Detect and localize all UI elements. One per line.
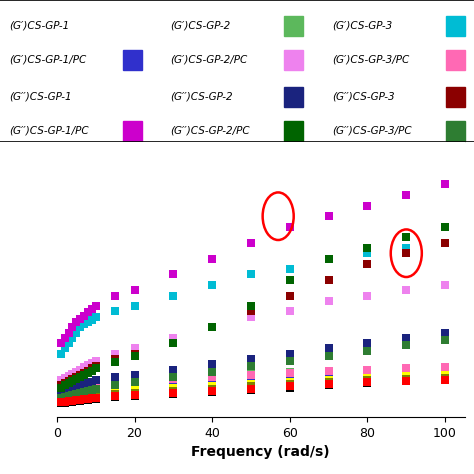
FancyBboxPatch shape	[446, 87, 465, 107]
Text: (G′′)CS-GP-1: (G′′)CS-GP-1	[9, 91, 72, 102]
FancyBboxPatch shape	[446, 16, 465, 36]
FancyBboxPatch shape	[284, 50, 303, 70]
FancyBboxPatch shape	[123, 50, 142, 70]
FancyBboxPatch shape	[284, 16, 303, 36]
Text: (G′)CS-GP-2: (G′)CS-GP-2	[171, 20, 231, 31]
Text: (G′)CS-GP-3/PC: (G′)CS-GP-3/PC	[332, 55, 409, 65]
FancyBboxPatch shape	[284, 121, 303, 141]
FancyBboxPatch shape	[446, 121, 465, 141]
FancyBboxPatch shape	[123, 121, 142, 141]
Text: (G′′)CS-GP-2: (G′′)CS-GP-2	[171, 91, 233, 102]
Text: (G′)CS-GP-3: (G′)CS-GP-3	[332, 20, 392, 31]
Text: (G′)CS-GP-1: (G′)CS-GP-1	[9, 20, 70, 31]
X-axis label: Frequency (rad/s): Frequency (rad/s)	[191, 446, 330, 459]
Text: (G′)CS-GP-2/PC: (G′)CS-GP-2/PC	[171, 55, 248, 65]
Text: (G′′)CS-GP-2/PC: (G′′)CS-GP-2/PC	[171, 126, 250, 136]
FancyBboxPatch shape	[284, 87, 303, 107]
Text: (G′)CS-GP-1/PC: (G′)CS-GP-1/PC	[9, 55, 87, 65]
Text: (G′′)CS-GP-1/PC: (G′′)CS-GP-1/PC	[9, 126, 89, 136]
Text: (G′′)CS-GP-3/PC: (G′′)CS-GP-3/PC	[332, 126, 411, 136]
FancyBboxPatch shape	[446, 50, 465, 70]
Text: (G′′)CS-GP-3: (G′′)CS-GP-3	[332, 91, 394, 102]
